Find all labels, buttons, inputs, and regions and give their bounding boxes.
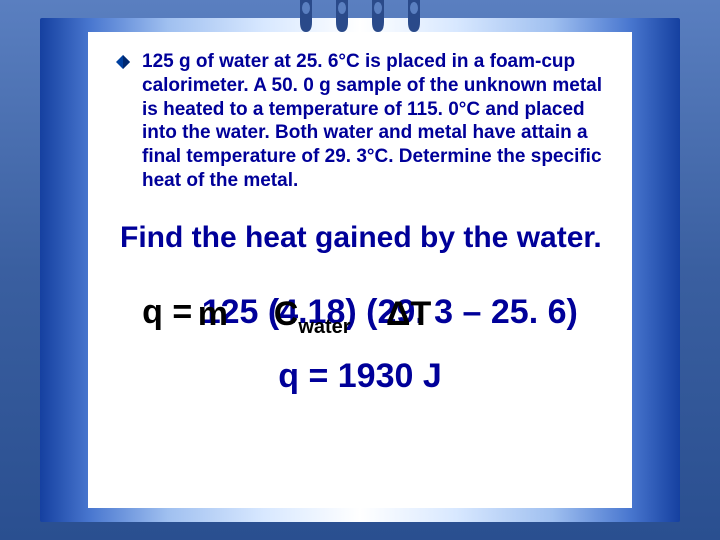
problem-text: 125 g of water at 25. 6°C is placed in a…: [142, 50, 604, 193]
page-content: 125 g of water at 25. 6°C is placed in a…: [88, 32, 632, 508]
eq-sym-m: m: [198, 295, 228, 333]
equation-1-symbols: q = m25 Cwater (4.18) ΔT: [142, 295, 368, 334]
instruction-text: Find the heat gained by the water.: [120, 221, 604, 255]
binder-hole: [369, 0, 387, 36]
equation-area: q = 125 (4.18) (29. 3 – 25. 6) q = 125 (…: [116, 293, 604, 396]
eq-sym-dt: ΔT: [386, 295, 431, 334]
eq-sym-c-sub: water: [298, 315, 350, 337]
binder-hole: [297, 0, 315, 36]
diamond-bullet-icon: [116, 55, 130, 74]
binder-hole: [405, 0, 423, 36]
eq-sym-c: C: [274, 295, 299, 333]
binder-holes: [297, 0, 423, 36]
problem-block: 125 g of water at 25. 6°C is placed in a…: [116, 50, 604, 193]
page-border-gradient: 125 g of water at 25. 6°C is placed in a…: [40, 18, 680, 522]
binder-hole: [333, 0, 351, 36]
equation-1: q = 125 (4.18) (29. 3 – 25. 6) q = 125 (…: [142, 293, 578, 341]
equation-2: q = 1930 J: [116, 357, 604, 396]
